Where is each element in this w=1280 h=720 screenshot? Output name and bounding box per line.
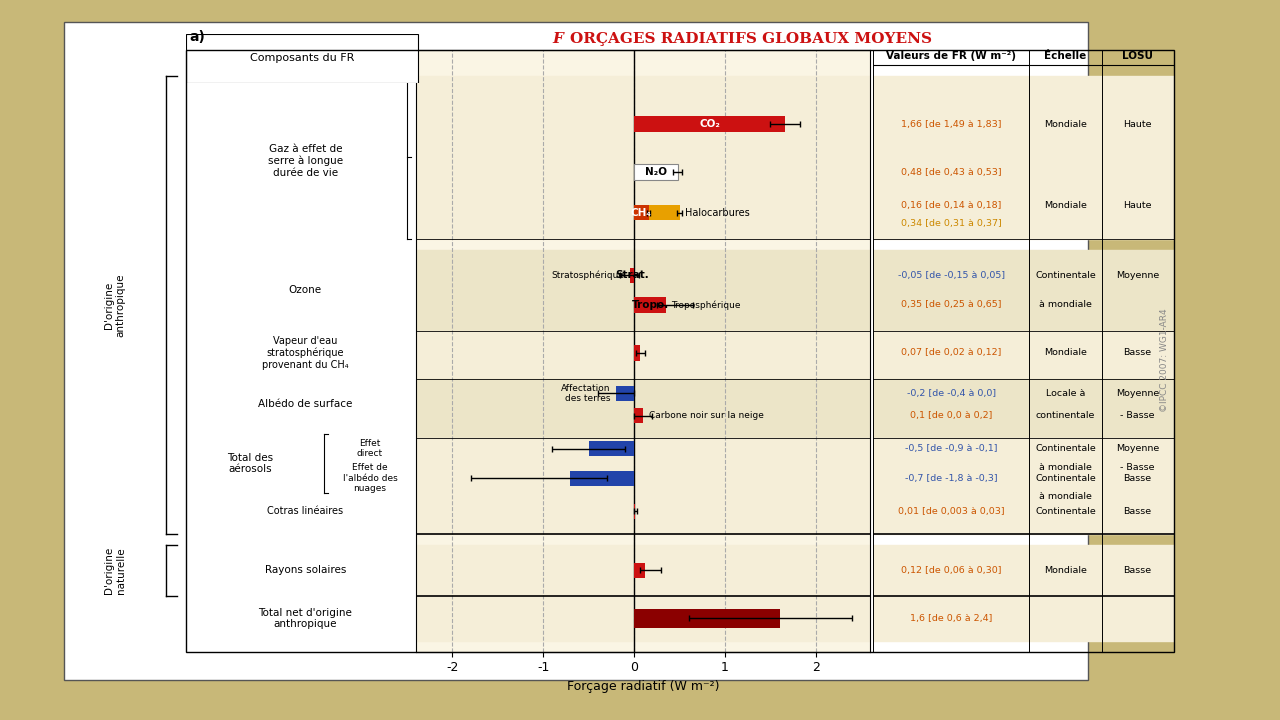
Bar xyxy=(634,297,666,312)
Text: F: F xyxy=(553,32,563,46)
Bar xyxy=(416,596,870,641)
Text: à mondiale: à mondiale xyxy=(1039,300,1092,310)
Text: Valeurs de FR (W m⁻²): Valeurs de FR (W m⁻²) xyxy=(886,51,1016,61)
Text: 0,01 [de 0,003 à 0,03]: 0,01 [de 0,003 à 0,03] xyxy=(897,507,1005,516)
Text: Total net d'origine
anthropique: Total net d'origine anthropique xyxy=(259,608,352,629)
Text: Composants du FR: Composants du FR xyxy=(250,53,355,63)
Text: Basse: Basse xyxy=(1124,507,1152,516)
Text: Ozone: Ozone xyxy=(289,285,323,295)
Bar xyxy=(873,596,1174,641)
Bar xyxy=(634,164,677,180)
Text: 1,66 [de 1,49 à 1,83]: 1,66 [de 1,49 à 1,83] xyxy=(901,120,1001,129)
Bar xyxy=(416,76,870,238)
Text: Mondiale: Mondiale xyxy=(1044,120,1087,129)
Text: 0,16 [de 0,14 à 0,18]: 0,16 [de 0,14 à 0,18] xyxy=(901,201,1001,210)
Text: à mondiale: à mondiale xyxy=(1039,463,1092,472)
Text: 0,35 [de 0,25 à 0,65]: 0,35 [de 0,25 à 0,65] xyxy=(901,300,1001,310)
Text: LOSU: LOSU xyxy=(1123,51,1153,61)
Text: Total des
aérosols: Total des aérosols xyxy=(227,453,273,474)
Text: Basse: Basse xyxy=(1124,474,1152,482)
Bar xyxy=(416,250,870,330)
Bar xyxy=(634,345,640,361)
Text: continentale: continentale xyxy=(1036,411,1096,420)
Text: N₂O: N₂O xyxy=(645,167,667,177)
Bar xyxy=(634,408,643,423)
Text: Moyenne: Moyenne xyxy=(1116,389,1160,398)
Text: Affectation
des terres: Affectation des terres xyxy=(561,384,611,403)
Bar xyxy=(873,330,1174,379)
Bar xyxy=(634,117,785,132)
Text: 0,12 [de 0,06 à 0,30]: 0,12 [de 0,06 à 0,30] xyxy=(901,566,1001,575)
Text: Continentale: Continentale xyxy=(1036,507,1096,516)
Text: D'origine
anthropique: D'origine anthropique xyxy=(104,273,125,337)
Text: Halocarbures: Halocarbures xyxy=(685,207,750,217)
Text: - Basse: - Basse xyxy=(1120,411,1155,420)
Bar xyxy=(873,379,1174,438)
Text: Gaz à effet de
serre à longue
durée de vie: Gaz à effet de serre à longue durée de v… xyxy=(268,144,343,178)
Text: Mondiale: Mondiale xyxy=(1044,348,1087,357)
Text: -0,7 [de -1,8 à -0,3]: -0,7 [de -1,8 à -0,3] xyxy=(905,474,997,482)
Bar xyxy=(589,441,634,456)
Bar xyxy=(416,438,870,534)
Bar xyxy=(634,205,649,220)
FancyBboxPatch shape xyxy=(186,34,419,83)
Text: Effet de
l'albédo des
nuages: Effet de l'albédo des nuages xyxy=(343,464,397,493)
Text: 0,34 [de 0,31 à 0,37]: 0,34 [de 0,31 à 0,37] xyxy=(901,220,1001,228)
Text: Rayons solaires: Rayons solaires xyxy=(265,565,346,575)
Text: 1,6 [de 0,6 à 2,4]: 1,6 [de 0,6 à 2,4] xyxy=(910,614,992,623)
Bar xyxy=(416,544,870,596)
Text: Continentale: Continentale xyxy=(1036,444,1096,454)
Bar xyxy=(416,379,870,438)
Text: Stratosphérique: Stratosphérique xyxy=(552,271,625,280)
Text: à mondiale: à mondiale xyxy=(1039,492,1092,501)
Text: Tropo.: Tropo. xyxy=(631,300,668,310)
Bar xyxy=(634,563,645,578)
Bar xyxy=(873,438,1174,534)
Text: Cotras linéaires: Cotras linéaires xyxy=(268,506,343,516)
Text: -0,2 [de -0,4 à 0,0]: -0,2 [de -0,4 à 0,0] xyxy=(906,389,996,398)
Text: Continentale: Continentale xyxy=(1036,474,1096,482)
Text: Continentale: Continentale xyxy=(1036,271,1096,280)
Bar xyxy=(634,609,780,628)
Text: ©IPCC 2007: WG1-AR4: ©IPCC 2007: WG1-AR4 xyxy=(1160,308,1170,412)
Text: Basse: Basse xyxy=(1124,348,1152,357)
Text: -0,05 [de -0,15 à 0,05]: -0,05 [de -0,15 à 0,05] xyxy=(897,271,1005,280)
Text: Mondiale: Mondiale xyxy=(1044,201,1087,210)
Text: Effet
direct: Effet direct xyxy=(357,439,383,459)
X-axis label: Forçage radiatif (W m⁻²): Forçage radiatif (W m⁻²) xyxy=(567,680,719,693)
Bar xyxy=(649,205,680,220)
Bar xyxy=(616,386,634,401)
Text: Haute: Haute xyxy=(1124,201,1152,210)
Bar xyxy=(571,470,634,486)
Text: Locale à: Locale à xyxy=(1046,389,1085,398)
Text: Mondiale: Mondiale xyxy=(1044,566,1087,575)
Text: Albédo de surface: Albédo de surface xyxy=(259,400,352,410)
Text: Carbone noir sur la neige: Carbone noir sur la neige xyxy=(649,411,764,420)
Bar xyxy=(630,268,634,283)
Text: CO₂: CO₂ xyxy=(699,120,719,129)
Text: Basse: Basse xyxy=(1124,566,1152,575)
Text: Moyenne: Moyenne xyxy=(1116,444,1160,454)
Bar xyxy=(873,250,1174,330)
Text: Échelle: Échelle xyxy=(1044,51,1087,61)
Text: Moyenne: Moyenne xyxy=(1116,271,1160,280)
Text: Haute: Haute xyxy=(1124,120,1152,129)
Bar xyxy=(873,76,1174,238)
Text: a): a) xyxy=(189,30,205,44)
Text: Vapeur d'eau
stratosphérique
provenant du CH₄: Vapeur d'eau stratosphérique provenant d… xyxy=(262,336,348,370)
Text: 0,07 [de 0,02 à 0,12]: 0,07 [de 0,02 à 0,12] xyxy=(901,348,1001,357)
Text: Troposphérique: Troposphérique xyxy=(672,300,741,310)
Bar xyxy=(416,330,870,379)
Bar xyxy=(873,544,1174,596)
Text: - Basse: - Basse xyxy=(1120,463,1155,472)
Text: Strat.: Strat. xyxy=(614,271,649,280)
Text: 0,1 [de 0,0 à 0,2]: 0,1 [de 0,0 à 0,2] xyxy=(910,411,992,420)
Text: D'origine
naturelle: D'origine naturelle xyxy=(104,546,125,594)
Text: 0,48 [de 0,43 à 0,53]: 0,48 [de 0,43 à 0,53] xyxy=(901,168,1001,176)
Text: -0,5 [de -0,9 à -0,1]: -0,5 [de -0,9 à -0,1] xyxy=(905,444,997,454)
Text: CH₄: CH₄ xyxy=(631,207,652,217)
Text: ORÇAGES RADIATIFS GLOBAUX MOYENS: ORÇAGES RADIATIFS GLOBAUX MOYENS xyxy=(570,32,932,46)
